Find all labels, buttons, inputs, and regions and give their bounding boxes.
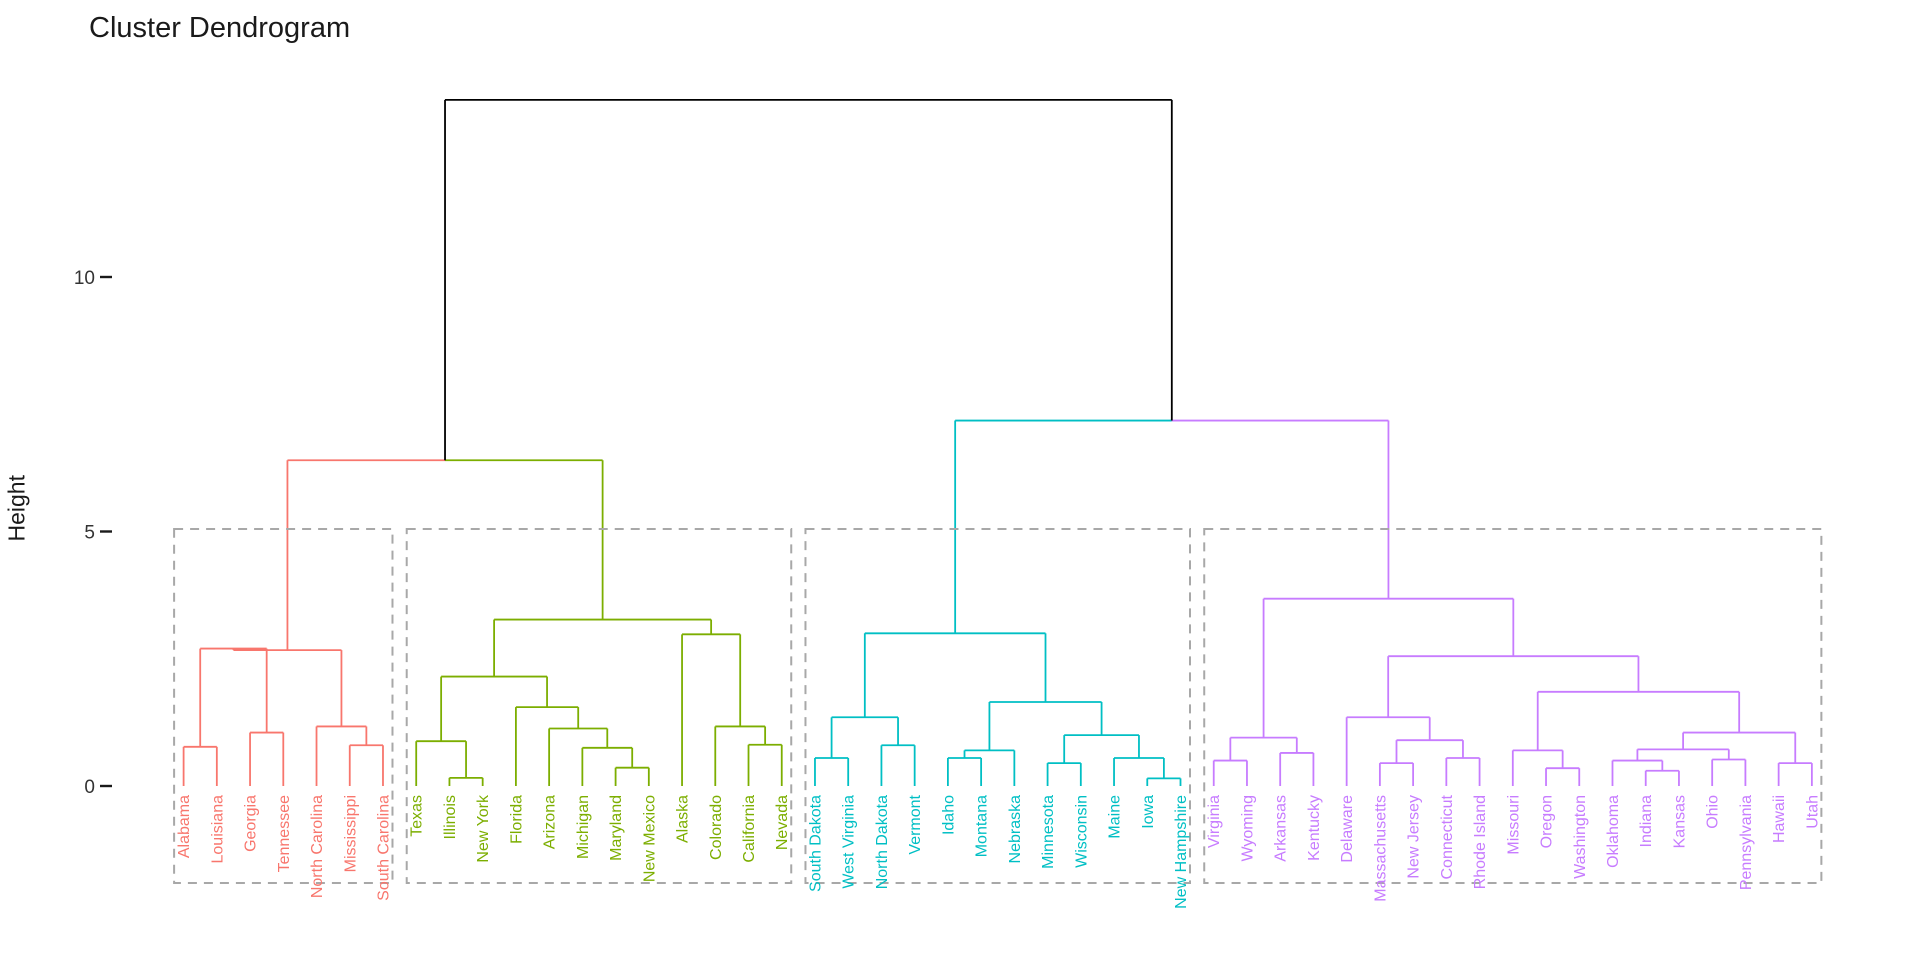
- svg-text:Indiana: Indiana: [1638, 795, 1655, 848]
- svg-text:Arkansas: Arkansas: [1273, 795, 1290, 862]
- svg-text:West Virginia: West Virginia: [841, 795, 858, 889]
- svg-text:Virginia: Virginia: [1206, 795, 1223, 848]
- svg-text:Maryland: Maryland: [608, 795, 625, 861]
- svg-text:Oklahoma: Oklahoma: [1605, 795, 1622, 868]
- svg-text:New Mexico: New Mexico: [641, 795, 658, 882]
- svg-text:Nevada: Nevada: [774, 795, 791, 850]
- svg-text:0: 0: [84, 777, 95, 798]
- svg-text:Washington: Washington: [1572, 795, 1589, 879]
- svg-text:Connecticut: Connecticut: [1439, 794, 1456, 879]
- svg-text:Nebraska: Nebraska: [1007, 795, 1024, 864]
- svg-text:Pennsylvania: Pennsylvania: [1738, 795, 1755, 890]
- svg-text:Kentucky: Kentucky: [1306, 795, 1323, 861]
- svg-text:Arizona: Arizona: [542, 795, 559, 849]
- svg-text:Wisconsin: Wisconsin: [1073, 795, 1090, 868]
- svg-text:Michigan: Michigan: [575, 795, 592, 859]
- svg-text:New York: New York: [475, 794, 492, 863]
- svg-text:Utah: Utah: [1804, 795, 1821, 829]
- svg-text:Georgia: Georgia: [243, 795, 260, 852]
- svg-text:Montana: Montana: [974, 795, 991, 857]
- svg-text:New Hampshire: New Hampshire: [1173, 795, 1190, 909]
- svg-text:Maine: Maine: [1107, 795, 1124, 839]
- svg-text:North Dakota: North Dakota: [874, 795, 891, 889]
- svg-text:Mississippi: Mississippi: [342, 795, 359, 872]
- svg-text:Hawaii: Hawaii: [1771, 795, 1788, 843]
- svg-text:Minnesota: Minnesota: [1040, 795, 1057, 869]
- svg-text:North Carolina: North Carolina: [309, 795, 326, 898]
- svg-text:Delaware: Delaware: [1339, 795, 1356, 863]
- svg-text:New Jersey: New Jersey: [1406, 795, 1423, 879]
- svg-text:Illinois: Illinois: [442, 795, 459, 839]
- svg-text:5: 5: [84, 523, 95, 544]
- svg-text:Massachusetts: Massachusetts: [1372, 795, 1389, 902]
- svg-text:Ohio: Ohio: [1705, 795, 1722, 829]
- svg-text:Alaska: Alaska: [675, 795, 692, 843]
- svg-text:Vermont: Vermont: [907, 794, 924, 854]
- svg-text:California: California: [741, 795, 758, 863]
- svg-text:Idaho: Idaho: [940, 795, 957, 835]
- svg-text:Colorado: Colorado: [708, 795, 725, 860]
- svg-text:Missouri: Missouri: [1505, 795, 1522, 855]
- svg-text:Louisiana: Louisiana: [209, 795, 226, 864]
- svg-text:10: 10: [74, 268, 95, 289]
- svg-text:Kansas: Kansas: [1671, 795, 1688, 848]
- svg-text:South Carolina: South Carolina: [375, 795, 392, 901]
- svg-text:South Dakota: South Dakota: [807, 795, 824, 892]
- svg-text:Iowa: Iowa: [1140, 795, 1157, 829]
- svg-text:Oregon: Oregon: [1539, 795, 1556, 848]
- svg-text:Texas: Texas: [409, 795, 426, 837]
- svg-text:Wyoming: Wyoming: [1239, 795, 1256, 862]
- svg-text:Alabama: Alabama: [176, 795, 193, 858]
- svg-text:Florida: Florida: [508, 795, 525, 844]
- svg-text:Rhode Island: Rhode Island: [1472, 795, 1489, 889]
- svg-text:Tennessee: Tennessee: [276, 795, 293, 872]
